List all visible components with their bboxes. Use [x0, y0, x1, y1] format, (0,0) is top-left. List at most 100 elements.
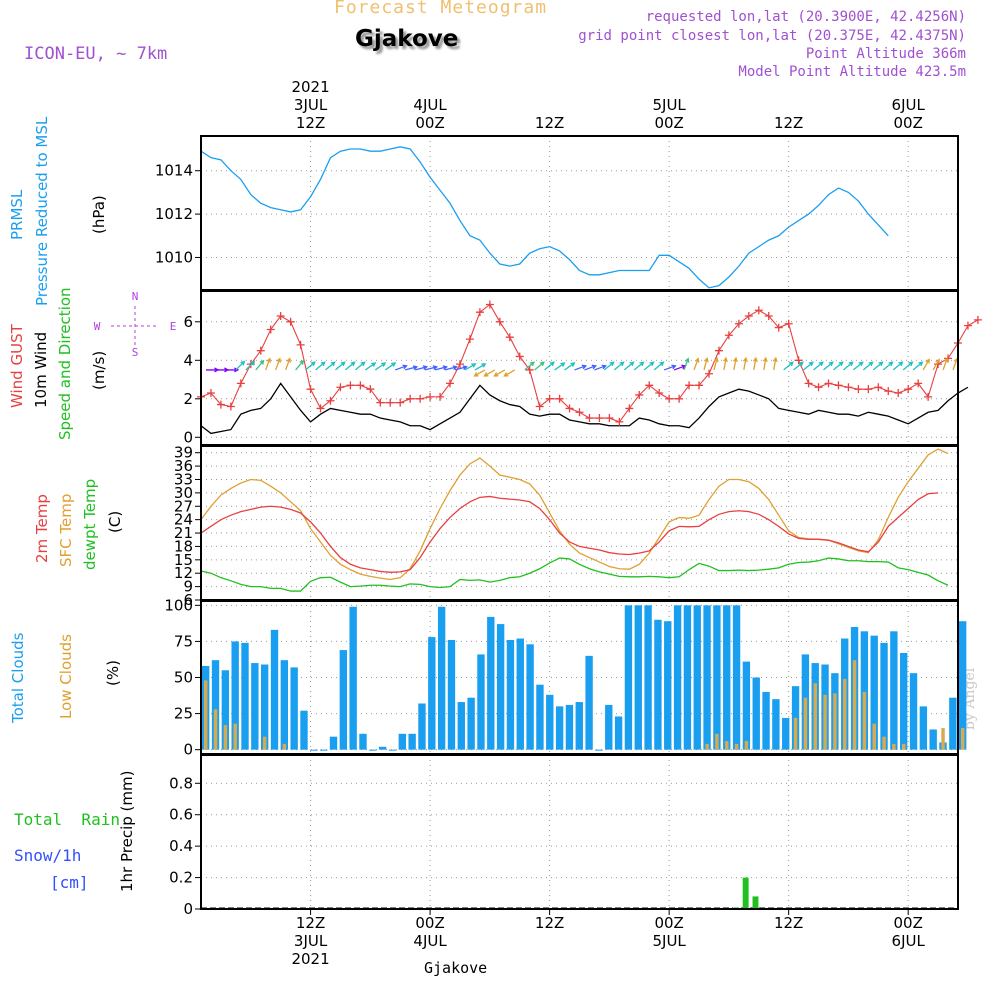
wind-arrow	[564, 362, 576, 371]
bottom-time-label: 5JUL	[652, 932, 686, 950]
ytick-label: 6	[183, 591, 193, 609]
total-cloud-bar	[398, 733, 406, 750]
wind-arrow	[922, 358, 930, 371]
total-cloud-bar	[762, 691, 770, 750]
total-cloud-bar	[496, 624, 505, 750]
gust-marker	[844, 383, 853, 392]
total-cloud-bar	[467, 697, 475, 750]
gust-marker	[386, 398, 395, 407]
ytick-label: 4	[183, 351, 193, 369]
top-time-label: 3JUL	[294, 96, 328, 114]
model-point-altitude: Model Point Altitude 423.5m	[738, 64, 966, 80]
ytick-label: 36	[174, 457, 193, 475]
total-cloud-bar	[693, 605, 701, 750]
low-cloud-bar	[852, 660, 857, 750]
station-title: Gjakove	[355, 26, 459, 52]
total-cloud-bar	[880, 642, 888, 750]
gust-marker	[416, 394, 425, 403]
wind-arrow	[474, 363, 487, 371]
ytick-label: 0	[183, 900, 193, 918]
bottom-time-label: 00Z	[654, 914, 683, 932]
wind-arrow	[473, 369, 486, 377]
total-rain-label: Total Rain	[14, 810, 120, 829]
gust-marker	[356, 381, 365, 390]
gust-marker	[366, 385, 375, 394]
wind-grid: 0 2 4 6	[183, 291, 958, 446]
total-cloud-bar	[782, 717, 790, 750]
total-cloud-bar	[339, 650, 348, 750]
ytick-label: 0.2	[169, 869, 193, 887]
total-cloud-bar	[251, 663, 259, 750]
top-year-label: 2021	[291, 78, 329, 96]
wind-arrow	[742, 356, 748, 371]
gust-marker	[814, 383, 823, 392]
gust-marker	[924, 392, 933, 401]
gust-marker	[754, 306, 763, 315]
gust-marker	[376, 398, 385, 407]
gust-marker	[874, 383, 883, 392]
temp-frame	[200, 445, 959, 601]
ytick-label: 75	[174, 632, 193, 650]
gust-marker	[914, 379, 923, 388]
low-cloud-bar	[823, 694, 827, 750]
total-cloud-bar	[487, 616, 495, 750]
gust-marker	[455, 360, 464, 369]
wind-arrow	[384, 362, 397, 371]
gust-marker	[326, 396, 335, 405]
rain-bar	[752, 896, 759, 909]
ytick-label: 24	[174, 511, 193, 529]
time-axis-labels: 12Z3JUL12Z3JUL00Z4JUL00Z4JUL12Z12Z00Z5JU…	[291, 78, 925, 968]
ytick-label: 0	[183, 741, 193, 759]
gust-marker	[864, 385, 873, 394]
gust-marker	[744, 312, 753, 321]
wind-arrow	[793, 361, 804, 371]
gust-marker	[535, 402, 544, 411]
total-cloud-bar	[860, 631, 869, 750]
gust-marker	[854, 385, 863, 394]
total-cloud-bar	[772, 699, 780, 750]
gust-marker	[655, 389, 664, 398]
wind-arrow	[643, 361, 655, 371]
sfc-temp-line	[200, 448, 949, 581]
wind-arrow	[285, 357, 292, 371]
top-time-label: 12Z	[774, 114, 803, 132]
wind-arrow	[803, 361, 814, 371]
precip-frame	[200, 754, 959, 910]
ytick-label: 0	[183, 428, 193, 446]
wind-arrow	[444, 365, 458, 371]
gust-marker	[824, 379, 833, 388]
total-cloud-bar	[732, 605, 741, 750]
total-cloud-bar	[673, 605, 682, 750]
wind-arrow	[483, 369, 496, 377]
total-cloud-bar	[870, 635, 878, 750]
wind-arrow	[434, 365, 448, 371]
wind-arrow	[623, 361, 635, 371]
gust-marker	[734, 319, 743, 328]
ytick-label: 0.6	[169, 806, 193, 824]
wind-arrow	[693, 357, 700, 371]
total-cloud-bar	[683, 605, 692, 750]
total-cloud-bar	[713, 605, 721, 750]
total-cloud-bar	[221, 670, 230, 750]
total-cloud-bar	[280, 660, 289, 750]
total-cloud-bar	[900, 652, 908, 750]
ytick-label: 39	[174, 444, 193, 462]
total-cloud-bar	[555, 706, 564, 750]
gust-marker	[894, 389, 903, 398]
ytick-label: 2	[183, 390, 193, 408]
low-cloud-bar	[892, 743, 896, 750]
top-time-label: 6JUL	[892, 96, 926, 114]
total-cloud-bar	[614, 716, 623, 750]
cloud-bars	[202, 605, 967, 751]
wind-arrow	[544, 361, 555, 371]
gust-marker	[426, 392, 435, 401]
total-cloud-bar	[575, 702, 583, 750]
gridpoint-lonlat: grid point closest lon,lat (20.375E, 42.…	[578, 28, 966, 44]
wind-arrow	[364, 362, 377, 371]
top-time-label: 00Z	[654, 114, 683, 132]
total-cloud-bar	[408, 733, 416, 750]
ytick-label: 21	[174, 524, 193, 542]
gust-marker	[256, 346, 265, 355]
gust-marker	[226, 402, 235, 411]
wind-arrow	[653, 361, 665, 371]
